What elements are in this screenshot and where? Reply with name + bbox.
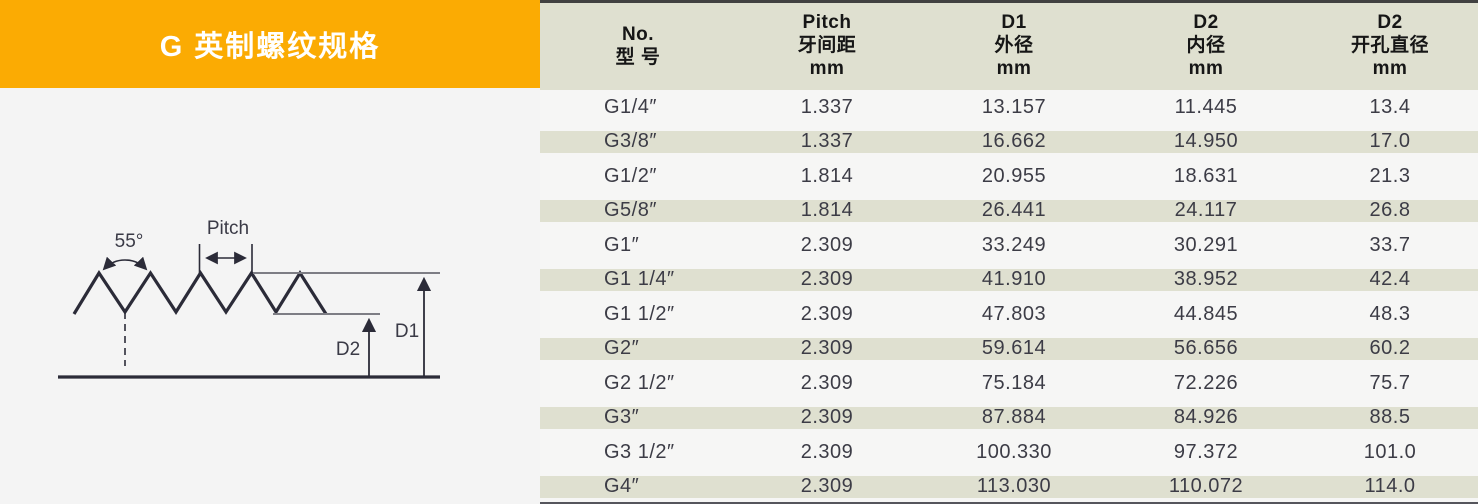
section-title-bar: G 英制螺纹规格 — [0, 0, 540, 88]
cell-d2-hole: 33.7 — [1369, 233, 1411, 256]
col-header-pitch: Pitch 牙间距 mm — [797, 12, 857, 79]
angle-label: 55° — [115, 231, 144, 252]
cell-d2-inner: 84.926 — [1173, 406, 1239, 429]
table-row: G4″ 2.309 113.030 110.072 114.0 — [540, 470, 1478, 504]
cell-d2-hole: 114.0 — [1364, 475, 1416, 498]
cell-d2-hole: 48.3 — [1369, 302, 1411, 325]
cell-d2-inner: 14.950 — [1173, 130, 1239, 153]
spec-table: No. 型 号 Pitch 牙间距 mm D1 外径 mm D2 内径 mm D… — [540, 0, 1478, 504]
cell-d1-outer: 75.184 — [981, 371, 1047, 394]
table-row: G1 1/4″ 2.309 41.910 38.952 42.4 — [540, 263, 1478, 298]
cell-d1-outer: 41.910 — [981, 268, 1047, 291]
table-row: G3/8″ 1.337 16.662 14.950 17.0 — [540, 125, 1478, 160]
cell-pitch: 1.337 — [800, 130, 854, 153]
col-header-d1-outer: D1 外径 mm — [994, 12, 1034, 79]
cell-pitch: 1.814 — [800, 164, 854, 187]
cell-d1-outer: 26.441 — [981, 199, 1047, 222]
cell-d1-outer: 47.803 — [981, 302, 1047, 325]
cell-model: G3/8″ — [604, 130, 657, 153]
cell-pitch: 2.309 — [800, 371, 854, 394]
cell-d1-outer: 100.330 — [976, 440, 1052, 463]
table-bottom-border — [540, 502, 1478, 504]
cell-d2-hole: 60.2 — [1369, 337, 1411, 360]
cell-model: G4″ — [604, 475, 640, 498]
cell-d2-hole: 21.3 — [1369, 164, 1411, 187]
cell-d2-hole: 13.4 — [1369, 95, 1411, 118]
pitch-label: Pitch — [207, 218, 249, 239]
col-header-d2-hole: D2 开孔直径 mm — [1350, 12, 1429, 79]
cell-pitch: 2.309 — [800, 337, 854, 360]
cell-d2-inner: 11.445 — [1174, 95, 1238, 118]
page-title: G 英制螺纹规格 — [159, 31, 381, 63]
cell-model: G2 1/2″ — [604, 371, 675, 394]
table-row: G3″ 2.309 87.884 84.926 88.5 — [540, 401, 1478, 436]
cell-model: G3 1/2″ — [604, 440, 675, 463]
cell-pitch: 1.814 — [800, 199, 854, 222]
cell-pitch: 2.309 — [800, 406, 854, 429]
cell-model: G1″ — [604, 233, 640, 256]
table-header-row: No. 型 号 Pitch 牙间距 mm D1 外径 mm D2 内径 mm D… — [540, 3, 1478, 90]
table-row: G1/2″ 1.814 20.955 18.631 21.3 — [540, 159, 1478, 194]
thread-profile-diagram: 55° Pitch D1 D2 — [58, 218, 440, 379]
cell-d1-outer: 20.955 — [981, 164, 1047, 187]
cell-model: G2″ — [604, 337, 640, 360]
cell-d2-inner: 72.226 — [1173, 371, 1239, 394]
angle-arc — [102, 256, 148, 271]
col-header-model: No. 型 号 — [615, 23, 661, 68]
d2-label: D2 — [336, 339, 360, 360]
cell-d2-inner: 38.952 — [1173, 268, 1239, 291]
cell-d2-inner: 44.845 — [1173, 302, 1239, 325]
cell-d2-inner: 110.072 — [1168, 475, 1244, 498]
cell-model: G1 1/2″ — [604, 302, 675, 325]
table-row: G1/4″ 1.337 13.157 11.445 13.4 — [540, 90, 1478, 125]
col-header-d2-inner: D2 内径 mm — [1186, 12, 1226, 79]
thread-diagram-panel: 55° Pitch D1 D2 — [0, 88, 540, 504]
cell-pitch: 2.309 — [800, 302, 854, 325]
table-row: G3 1/2″ 2.309 100.330 97.372 101.0 — [540, 435, 1478, 470]
cell-d1-outer: 13.157 — [981, 95, 1047, 118]
table-row: G5/8″ 1.814 26.441 24.117 26.8 — [540, 194, 1478, 229]
cell-d1-outer: 16.662 — [981, 130, 1047, 153]
cell-d1-outer: 33.249 — [981, 233, 1047, 256]
cell-model: G1/4″ — [604, 95, 657, 118]
left-panel: G 英制螺纹规格 55° Pitch — [0, 0, 540, 504]
cell-model: G5/8″ — [604, 199, 657, 222]
cell-d2-inner: 30.291 — [1173, 233, 1239, 256]
cell-d1-outer: 59.614 — [981, 337, 1047, 360]
cell-pitch: 2.309 — [800, 475, 854, 498]
cell-pitch: 2.309 — [800, 440, 854, 463]
cell-pitch: 2.309 — [800, 268, 854, 291]
cell-pitch: 2.309 — [800, 233, 854, 256]
d1-label: D1 — [395, 321, 419, 342]
cell-d1-outer: 113.030 — [976, 475, 1052, 498]
cell-d2-inner: 18.631 — [1173, 164, 1239, 187]
cell-d2-hole: 42.4 — [1369, 268, 1411, 291]
table-row: G2 1/2″ 2.309 75.184 72.226 75.7 — [540, 366, 1478, 401]
cell-d2-inner: 56.656 — [1173, 337, 1239, 360]
cell-pitch: 1.337 — [800, 95, 854, 118]
cell-d2-hole: 17.0 — [1369, 130, 1411, 153]
cell-d2-hole: 26.8 — [1369, 199, 1411, 222]
thread-zigzag — [72, 269, 328, 316]
table-row: G1 1/2″ 2.309 47.803 44.845 48.3 — [540, 297, 1478, 332]
cell-model: G1 1/4″ — [604, 268, 675, 291]
table-row: G2″ 2.309 59.614 56.656 60.2 — [540, 332, 1478, 367]
table-row: G1″ 2.309 33.249 30.291 33.7 — [540, 228, 1478, 263]
cell-d2-hole: 88.5 — [1369, 406, 1411, 429]
cell-model: G3″ — [604, 406, 640, 429]
cell-d2-inner: 97.372 — [1173, 440, 1239, 463]
cell-d2-inner: 24.117 — [1174, 199, 1238, 222]
table-body: G1/4″ 1.337 13.157 11.445 13.4 G3/8″ 1.3… — [540, 90, 1478, 504]
cell-d1-outer: 87.884 — [981, 406, 1047, 429]
cell-d2-hole: 75.7 — [1369, 371, 1411, 394]
cell-d2-hole: 101.0 — [1363, 440, 1417, 463]
cell-model: G1/2″ — [604, 164, 657, 187]
